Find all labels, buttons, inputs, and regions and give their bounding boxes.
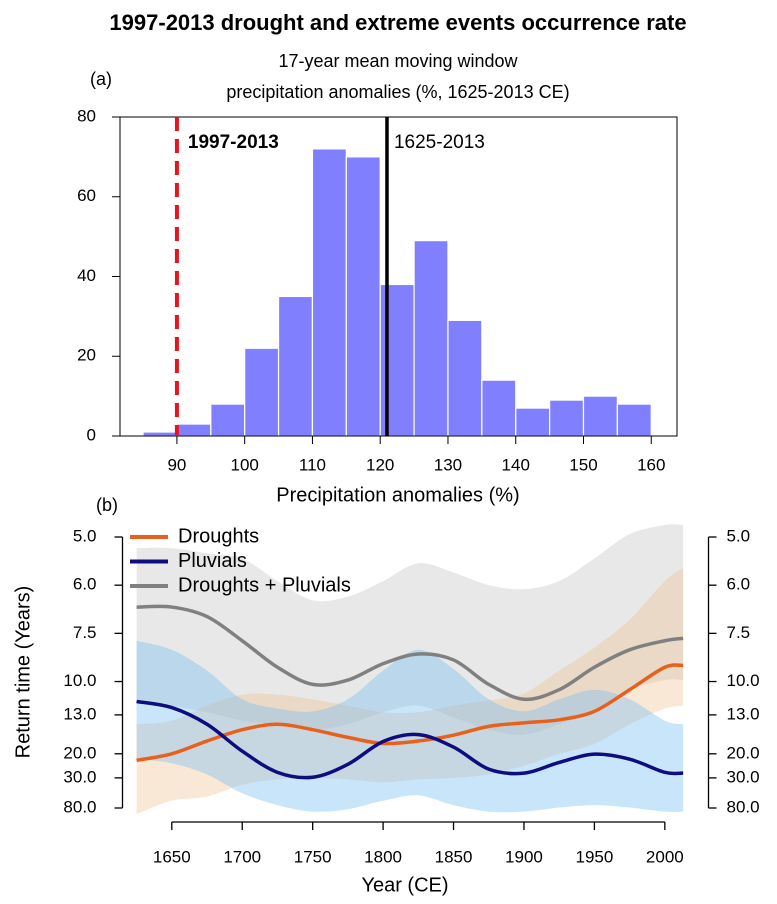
y-tick-label: 13.0 — [63, 704, 96, 723]
y-tick-label: 80.0 — [63, 797, 96, 816]
y-tick-label: 0 — [87, 425, 96, 444]
legend-label: Droughts — [178, 525, 259, 547]
histogram-bar — [176, 423, 212, 437]
y-axis-title: Return time (Years) — [12, 586, 34, 759]
reference-label: 1625-2013 — [394, 132, 485, 153]
uncertainty-band — [136, 567, 684, 815]
x-tick-label: 1900 — [505, 847, 543, 866]
histogram-bar — [244, 347, 280, 437]
x-tick-label: 120 — [366, 455, 394, 474]
x-axis-title: Precipitation anomalies (%) — [276, 484, 519, 506]
x-tick-label: 2000 — [646, 847, 684, 866]
y-tick-label: 20.0 — [63, 743, 96, 762]
y-tick-label: 40 — [77, 266, 96, 285]
panel-label: (a) — [90, 69, 112, 89]
subtitle: precipitation anomalies (%, 1625-2013 CE… — [226, 82, 569, 102]
y2-tick-label: 7.5 — [727, 623, 751, 642]
y2-tick-label: 10.0 — [727, 671, 760, 690]
x-tick-label: 1850 — [435, 847, 473, 866]
y-tick-label: 80 — [77, 106, 96, 125]
legend-label: Pluvials — [178, 550, 247, 572]
y2-tick-label: 6.0 — [727, 575, 751, 594]
series-line — [136, 604, 684, 702]
histogram-bar — [515, 407, 551, 437]
y2-tick-label: 13.0 — [727, 704, 760, 723]
x-tick-label: 100 — [230, 455, 258, 474]
histogram-bar — [210, 403, 246, 437]
y-tick-label: 7.5 — [73, 623, 97, 642]
y2-tick-label: 30.0 — [727, 767, 760, 786]
y-tick-label: 30.0 — [63, 767, 96, 786]
histogram-bar — [345, 156, 381, 437]
figure-title: 1997-2013 drought and extreme events occ… — [109, 10, 686, 35]
x-tick-label: 140 — [502, 455, 530, 474]
uncertainty-band — [136, 524, 684, 735]
series-line — [136, 699, 684, 780]
x-tick-label: 1950 — [575, 847, 613, 866]
y-tick-label: 6.0 — [73, 575, 97, 594]
x-tick-label: 1700 — [223, 847, 261, 866]
x-tick-label: 110 — [299, 455, 326, 474]
histogram-bar — [582, 395, 618, 437]
x-tick-label: 130 — [434, 455, 462, 474]
y-tick-label: 5.0 — [73, 526, 97, 545]
y2-tick-label: 5.0 — [727, 526, 751, 545]
x-axis-title: Year (CE) — [361, 874, 448, 896]
y-tick-label: 60 — [77, 186, 96, 205]
y2-tick-label: 80.0 — [727, 797, 760, 816]
series-line — [136, 663, 684, 763]
histogram-bar — [481, 379, 517, 437]
y-tick-label: 20 — [77, 346, 96, 365]
histogram-bar — [447, 319, 483, 437]
panel-label: (b) — [96, 495, 118, 515]
x-tick-label: 1800 — [364, 847, 402, 866]
x-tick-label: 150 — [569, 455, 597, 474]
y2-tick-label: 20.0 — [727, 743, 760, 762]
histogram-bar — [142, 431, 178, 437]
legend-label: Droughts + Pluvials — [178, 574, 351, 596]
x-tick-label: 1650 — [153, 847, 191, 866]
x-tick-label: 90 — [167, 455, 186, 474]
y-tick-label: 10.0 — [63, 671, 96, 690]
histogram-bar — [311, 148, 347, 437]
reference-label: 1997-2013 — [188, 132, 279, 153]
subtitle: 17-year mean moving window — [278, 51, 518, 71]
x-tick-label: 1750 — [294, 847, 332, 866]
x-tick-label: 160 — [637, 455, 665, 474]
histogram-bar — [549, 399, 585, 437]
histogram-bar — [616, 403, 652, 437]
histogram-bar — [277, 295, 314, 437]
histogram-bar — [413, 240, 449, 437]
